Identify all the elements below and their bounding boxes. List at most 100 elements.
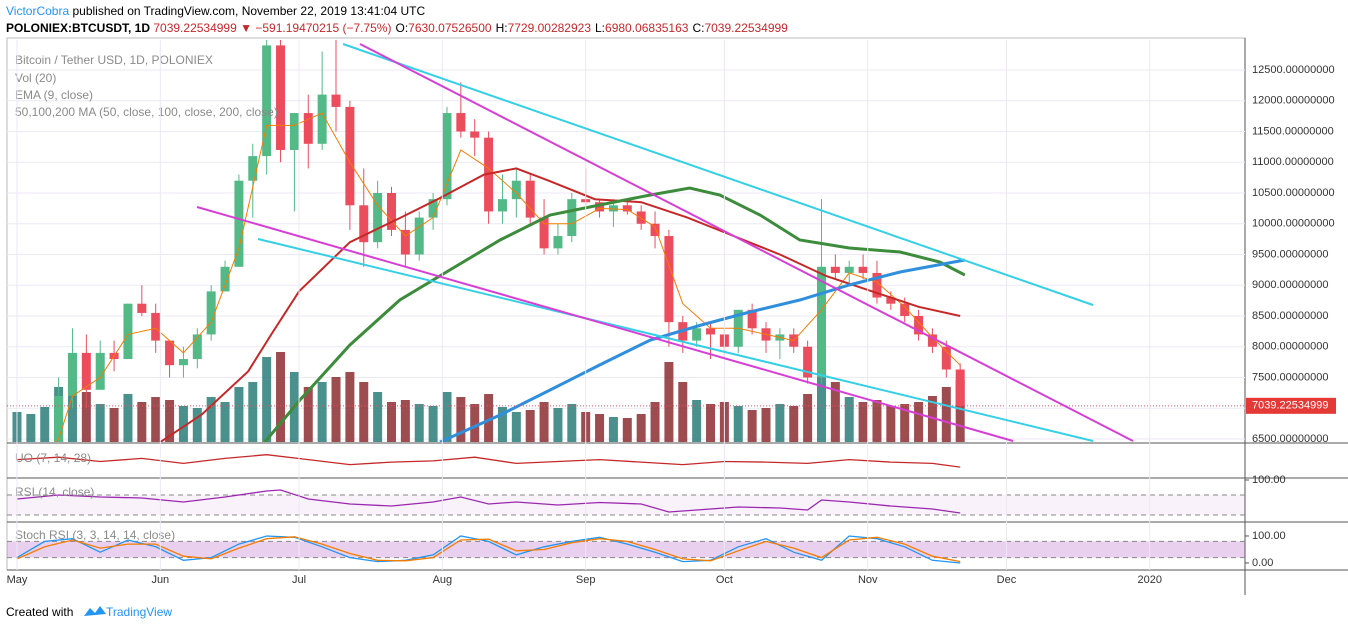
volume-bar xyxy=(706,404,716,442)
volume-bar xyxy=(567,404,577,442)
ohlc-label: C: xyxy=(692,21,704,35)
header-line: VictorCobra published on TradingView.com… xyxy=(6,4,425,18)
volume-bar xyxy=(345,372,355,442)
volume-bar xyxy=(317,382,327,442)
author[interactable]: VictorCobra xyxy=(6,4,69,18)
candle-body xyxy=(525,180,535,218)
indicator-line xyxy=(16,535,961,564)
volume-bar xyxy=(456,397,466,442)
y-tick-label: 11500.00000000 xyxy=(1252,125,1334,137)
chart-title: Bitcoin / Tether USD, 1D, POLONIEX xyxy=(15,53,213,67)
candle-body xyxy=(456,113,466,132)
volume-bar xyxy=(761,408,771,442)
candle-body xyxy=(664,236,674,323)
candle-body xyxy=(206,291,216,335)
y-tick-label: 8500.00000000 xyxy=(1252,310,1328,322)
y-tick-label: 10500.00000000 xyxy=(1252,187,1335,199)
volume-bar xyxy=(830,382,840,442)
volume-bar xyxy=(400,400,410,442)
candle-body xyxy=(927,334,937,347)
arrow: ▼ xyxy=(240,21,252,35)
symbol-line: POLONIEX:BTCUSDT, 1D 7039.22534999 ▼ −59… xyxy=(6,21,788,35)
volume-bar xyxy=(595,414,605,442)
candle-body xyxy=(345,106,355,206)
candle-body xyxy=(858,266,868,273)
candle-body xyxy=(622,205,632,212)
last-price-box xyxy=(1246,397,1336,414)
y-tick-label: 6500.00000000 xyxy=(1252,433,1328,445)
volume-bar xyxy=(95,404,105,442)
indicator-line xyxy=(16,536,961,563)
indicator-line xyxy=(16,489,961,514)
volume-bar xyxy=(414,404,424,442)
candle-body xyxy=(608,205,618,212)
candle-body xyxy=(165,340,175,366)
volume-bar xyxy=(927,396,937,442)
x-tick-label: Jun xyxy=(151,574,169,586)
trend-line xyxy=(359,43,1134,442)
volume-bar xyxy=(81,392,91,442)
candle-body xyxy=(137,303,147,313)
legend-entry: EMA (9, close) xyxy=(15,88,93,102)
volume-bar xyxy=(303,387,313,442)
candle-body xyxy=(234,180,244,267)
candle-body xyxy=(442,113,452,200)
volume-bar xyxy=(664,362,674,442)
indicator-panes xyxy=(7,454,1245,564)
candle-body xyxy=(650,223,660,237)
volume-bar xyxy=(470,404,480,442)
candle-body xyxy=(747,309,757,329)
volume-bar xyxy=(844,397,854,442)
candle-body xyxy=(40,470,49,485)
candle-body xyxy=(386,193,396,230)
candle-body xyxy=(81,352,91,390)
footer-brand[interactable]: TradingView xyxy=(106,605,172,619)
last: 7039.22534999 xyxy=(153,21,237,35)
volume-bar xyxy=(234,387,244,442)
candle-body xyxy=(539,217,549,249)
candle-body xyxy=(373,193,383,243)
legend-entry: 50,100,200 MA (50, close, 100, close, 20… xyxy=(15,105,278,119)
candle-body xyxy=(262,45,272,157)
volume-bar xyxy=(276,352,286,442)
indicator-line xyxy=(439,258,966,442)
x-tick-label: May xyxy=(7,574,28,586)
indicator-line xyxy=(16,454,961,468)
candle-body xyxy=(914,315,924,335)
candle-body xyxy=(803,346,813,378)
volume-bar xyxy=(26,414,36,442)
trend-line xyxy=(196,206,1014,442)
volume-bar xyxy=(192,408,202,442)
candle-body xyxy=(941,346,951,370)
ohlc-value: 7630.07526500 xyxy=(408,21,492,35)
candle-body xyxy=(955,369,965,406)
candle-body xyxy=(359,205,369,243)
volume-bar xyxy=(678,382,688,442)
volume-bar xyxy=(220,402,230,442)
volume-bar xyxy=(955,380,965,442)
volume-bar xyxy=(941,387,951,442)
band-fill xyxy=(7,495,1245,515)
x-tick-label: 2020 xyxy=(1138,574,1162,586)
x-tick-label: Sep xyxy=(576,574,596,586)
change: −591.19470215 (−7.75%) xyxy=(255,21,391,35)
y-tick-label: 11000.00000000 xyxy=(1252,156,1334,168)
candle-body xyxy=(248,156,258,181)
candle-body xyxy=(54,395,64,442)
y-tick-label: 7500.00000000 xyxy=(1252,371,1328,383)
indicator-line xyxy=(263,186,966,442)
volume-bar xyxy=(386,402,396,442)
y-tick-label: 9000.00000000 xyxy=(1252,279,1328,291)
volume-bar xyxy=(692,400,702,442)
volume-bar xyxy=(553,408,563,442)
candle-body xyxy=(317,94,327,144)
volume-bar xyxy=(900,404,910,442)
volume-bar xyxy=(178,406,188,442)
volume-bar xyxy=(206,397,216,442)
x-tick-label: Dec xyxy=(997,574,1017,586)
volume-bar xyxy=(858,402,868,442)
trend-line xyxy=(257,238,1094,442)
volume-bar xyxy=(622,418,632,442)
candle-body xyxy=(816,266,826,378)
